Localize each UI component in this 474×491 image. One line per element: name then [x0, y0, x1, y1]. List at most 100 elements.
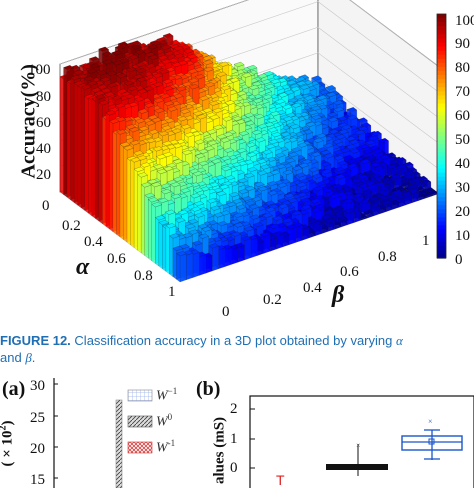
surface-cell-top-1342 [188, 229, 199, 235]
surface-cell-top-100 [333, 106, 345, 112]
surface-cell-top-504 [396, 164, 408, 170]
surface-cell-top-306 [183, 48, 194, 54]
surface-cell-side-1125 [112, 131, 117, 235]
surface-cell-top-639 [89, 63, 101, 69]
colorbar-band-26 [437, 119, 446, 125]
surface-cell-top-1343 [198, 233, 209, 239]
surface-cell-top-1101 [301, 204, 312, 210]
surface-cell-top-860 [246, 152, 257, 158]
surface-cell-top-1267 [137, 172, 148, 178]
legend-label-2-w: W [156, 414, 168, 430]
alpha-axis-label: α [76, 254, 90, 280]
surface-cell-top-276 [252, 98, 264, 104]
surface-cell-top-1085 [162, 140, 173, 146]
colorbar-band-40 [437, 176, 446, 182]
surface-cell-top-500 [204, 82, 216, 88]
surface-cell-top-1348 [192, 240, 203, 246]
surface-cell-top-674 [275, 152, 286, 158]
surface-cell-top-1318 [187, 218, 199, 224]
surface-cell-top-418 [333, 149, 344, 155]
surface-cell-top-410 [323, 143, 334, 149]
legend-label-3: W-1 [156, 438, 175, 457]
surface-cell-top-169 [218, 61, 230, 67]
surface-cell-top-738 [116, 73, 128, 79]
surface-cell-top-1330 [201, 226, 212, 232]
surface-cell-top-941 [154, 108, 165, 114]
surface-cell-top-316 [349, 139, 360, 145]
surface-cell-side-1149 [116, 131, 121, 238]
surface-cell-top-824 [206, 129, 217, 135]
surface-cell-top-1320 [234, 242, 245, 248]
colorbar-band-14 [437, 70, 446, 76]
surface-cell-top-597 [158, 69, 170, 75]
surface-cell-top-1097 [181, 149, 193, 156]
surface-cell-side-1172 [119, 144, 124, 240]
surface-cell-top-460 [346, 158, 358, 164]
surface-cell-top-853 [163, 100, 175, 106]
surface-cell-top-863 [137, 88, 148, 94]
colorbar-band-56 [437, 241, 446, 247]
surface-cell-top-925 [134, 96, 145, 102]
surface-cell-top-763 [292, 165, 303, 171]
surface-cell-top-1158 [245, 200, 256, 206]
beta-tick-0.6: 0.6 [340, 264, 359, 280]
surface-cell-top-755 [245, 142, 257, 148]
surface-cell-top-815 [196, 114, 207, 120]
colorbar-band-52 [437, 225, 446, 231]
colorbar-band-48 [437, 209, 446, 214]
surface-cell-top-466 [128, 54, 139, 60]
surface-cell-top-1133 [278, 203, 289, 209]
panel-b: (b) alues (mS) 2 1 0 × × T [196, 372, 474, 488]
colorbar-band-46 [437, 201, 446, 206]
surface-cell-top-683 [285, 157, 296, 163]
surface-cell-top-943 [382, 200, 394, 206]
surface-cell-top-1099 [109, 118, 120, 124]
surface-cell-top-1050 [148, 129, 159, 135]
surface-cell-top-506 [323, 153, 335, 159]
z-tick-20: 20 [36, 167, 51, 183]
surface-cell-top-1000 [343, 198, 354, 204]
surface-cell-top-627 [152, 73, 163, 79]
z-tick-100: 100 [28, 62, 51, 78]
surface-cell-top-299 [173, 45, 184, 51]
cb-tick-20: 20 [455, 204, 470, 220]
surface-cell-top-663 [301, 159, 313, 165]
surface-cell-top-156 [307, 110, 319, 116]
surface-cell-top-1171 [156, 154, 167, 160]
surface-cell-top-1359 [176, 251, 187, 257]
colorbar-band-41 [437, 180, 446, 186]
surface-cell-top-291 [236, 90, 247, 96]
surface-cell-top-681 [357, 174, 369, 180]
colorbar-band-32 [437, 144, 446, 149]
colorbar-band-18 [437, 87, 446, 92]
surface-cell-top-856 [392, 189, 403, 195]
surface-cell-top-77 [346, 107, 358, 113]
colorbar-band-12 [437, 62, 446, 68]
legend-swatch-2 [127, 415, 153, 428]
surface-cell-top-166 [327, 117, 339, 123]
surface-cell-top-955 [247, 166, 258, 172]
z-tick-80: 80 [36, 89, 51, 105]
surface-cell-top-398 [157, 55, 169, 61]
surface-cell-top-626 [188, 84, 200, 90]
legend-label-1-sup: −1 [167, 386, 178, 396]
surface-cell-top-588 [112, 60, 124, 66]
surface-cell-top-126 [357, 117, 368, 123]
surface-cell-top-1296 [144, 192, 155, 198]
colorbar-band-16 [437, 79, 446, 84]
surface-cell-top-407 [131, 44, 142, 50]
colorbar-band-15 [437, 75, 446, 80]
surface-cell-top-1021 [144, 120, 156, 126]
surface-cell-top-837 [408, 188, 419, 194]
surface-cell-top-1160 [172, 158, 184, 165]
surface-cell-top-1067 [287, 197, 299, 204]
surface-cell-top-446 [254, 113, 265, 120]
surface-cell-top-846 [80, 84, 92, 90]
surface-cell-top-758 [136, 77, 148, 83]
surface-cell-top-961 [329, 193, 341, 199]
surface-cell-top-340 [269, 111, 281, 117]
surface-cell-top-222 [354, 129, 366, 135]
legend-label-1: W−1 [156, 386, 177, 405]
surface-cell-top-105 [307, 101, 318, 107]
surface-cell-top-1206 [262, 212, 273, 218]
